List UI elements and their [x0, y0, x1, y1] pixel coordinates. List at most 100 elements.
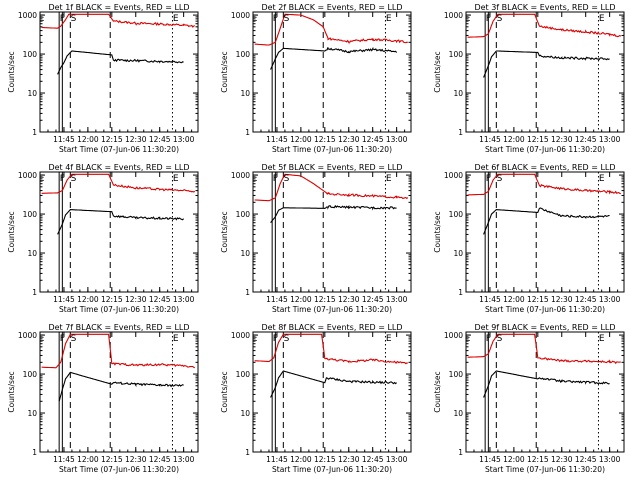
chart-panel-2: Det 2f BLACK = Events, RED = LLD 1 10 100 10…	[220, 3, 412, 154]
x-tick-label: 12:15	[314, 135, 336, 144]
y-tick-label: 100	[23, 50, 38, 59]
marker-label-f: F	[486, 174, 491, 184]
x-tick-label: 12:45	[149, 455, 171, 464]
y-tick-label: 1	[245, 128, 250, 137]
marker-label-e: E	[465, 174, 471, 184]
x-tick-label: 12:30	[125, 455, 147, 464]
x-tick-label: 12:00	[290, 455, 312, 464]
y-tick-label: 100	[236, 50, 251, 59]
marker-label-e: E	[39, 174, 45, 184]
x-tick-label: 13:00	[599, 135, 621, 144]
x-axis-label: Start Time (07-Jun-06 11:30:20)	[272, 465, 392, 474]
x-tick-label: 12:30	[338, 455, 360, 464]
x-tick-label: 12:15	[101, 455, 123, 464]
y-tick-label: 100	[23, 210, 38, 219]
chart-title: Det 9f BLACK = Events, RED = LLD	[474, 323, 615, 332]
marker-label-e: E	[173, 174, 179, 184]
series-line-lld	[41, 13, 196, 29]
x-tick-label: 13:00	[173, 455, 195, 464]
x-tick-label: 12:45	[575, 135, 597, 144]
y-axis-label: Counts/sec	[7, 51, 16, 92]
x-tick-label: 12:15	[527, 135, 549, 144]
y-tick-label: 1000	[18, 11, 37, 20]
x-tick-label: 12:15	[314, 455, 336, 464]
marker-label-f: F	[60, 14, 65, 24]
y-tick-label: 10	[27, 89, 37, 98]
x-tick-label: 11:45	[266, 135, 288, 144]
x-tick-label: 11:45	[479, 295, 501, 304]
y-axis-label: Counts/sec	[433, 51, 442, 92]
chart-panel-8: Det 8f BLACK = Events, RED = LLD 1 10 100 10…	[220, 323, 412, 474]
series-line-lld	[254, 333, 408, 365]
series-line-lld	[467, 333, 621, 365]
marker-label-f: F	[60, 334, 65, 344]
plot-frame	[252, 11, 412, 133]
y-tick-label: 1	[458, 128, 463, 137]
marker-label-e: E	[465, 334, 471, 344]
x-axis-label: Start Time (07-Jun-06 11:30:20)	[485, 145, 605, 154]
y-tick-label: 100	[449, 210, 464, 219]
x-tick-label: 13:00	[386, 135, 408, 144]
marker-label-f: F	[60, 174, 65, 184]
marker-label-e: E	[599, 174, 605, 184]
x-axis-label: Start Time (07-Jun-06 11:30:20)	[272, 145, 392, 154]
chart-title: Det 2f BLACK = Events, RED = LLD	[261, 3, 402, 12]
x-tick-label: 13:00	[173, 135, 195, 144]
plot-frame	[465, 171, 625, 293]
y-tick-label: 10	[240, 249, 250, 258]
chart-title: Det 7f BLACK = Events, RED = LLD	[48, 323, 189, 332]
marker-label-e: E	[386, 174, 392, 184]
x-tick-label: 11:45	[53, 455, 75, 464]
y-tick-label: 10	[240, 409, 250, 418]
x-tick-label: 12:30	[551, 135, 573, 144]
series-line-lld	[41, 173, 196, 194]
y-tick-label: 1000	[18, 331, 37, 340]
chart-panel-1: Det 1f BLACK = Events, RED = LLD 1 10 100 10…	[7, 3, 199, 154]
chart-title: Det 5f BLACK = Events, RED = LLD	[261, 163, 402, 172]
x-tick-label: 12:00	[77, 135, 99, 144]
marker-label-e: E	[599, 14, 605, 24]
x-tick-label: 12:00	[503, 135, 525, 144]
x-tick-label: 12:45	[149, 135, 171, 144]
marker-label-e: E	[173, 334, 179, 344]
marker-label-s: S	[284, 174, 290, 184]
y-tick-label: 1	[32, 448, 37, 457]
marker-label-f: F	[273, 334, 278, 344]
series-line-events	[58, 371, 184, 402]
plot-frame	[252, 331, 412, 453]
marker-label-f: F	[273, 14, 278, 24]
y-tick-label: 100	[23, 370, 38, 379]
x-tick-label: 11:45	[53, 295, 75, 304]
y-tick-label: 1000	[231, 331, 250, 340]
y-axis-label: Counts/sec	[7, 211, 16, 252]
y-tick-label: 10	[453, 249, 463, 258]
series-line-events	[483, 370, 610, 398]
x-axis-label: Start Time (07-Jun-06 11:30:20)	[59, 305, 179, 314]
series-line-lld	[254, 173, 409, 202]
marker-label-e: E	[599, 334, 605, 344]
marker-label-e: E	[39, 14, 45, 24]
y-axis-label: Counts/sec	[433, 371, 442, 412]
x-tick-label: 12:45	[575, 295, 597, 304]
plot-frame	[39, 11, 199, 133]
y-tick-label: 1	[245, 288, 250, 297]
y-tick-label: 100	[236, 210, 251, 219]
x-tick-label: 12:45	[575, 455, 597, 464]
y-tick-label: 1	[245, 448, 250, 457]
plot-frame	[39, 171, 199, 293]
x-tick-label: 11:45	[266, 295, 288, 304]
x-tick-label: 13:00	[386, 455, 408, 464]
x-axis-label: Start Time (07-Jun-06 11:30:20)	[272, 305, 392, 314]
x-tick-label: 12:30	[125, 295, 147, 304]
marker-label-s: S	[71, 14, 77, 24]
x-tick-label: 13:00	[599, 295, 621, 304]
chart-title: Det 1f BLACK = Events, RED = LLD	[48, 3, 189, 12]
x-tick-label: 12:00	[503, 295, 525, 304]
marker-label-f: F	[273, 174, 278, 184]
x-tick-label: 12:30	[338, 295, 360, 304]
y-tick-label: 1000	[444, 331, 463, 340]
x-tick-label: 11:45	[479, 135, 501, 144]
marker-label-s: S	[71, 334, 77, 344]
chart-title: Det 3f BLACK = Events, RED = LLD	[474, 3, 615, 12]
series-line-events	[270, 370, 397, 398]
